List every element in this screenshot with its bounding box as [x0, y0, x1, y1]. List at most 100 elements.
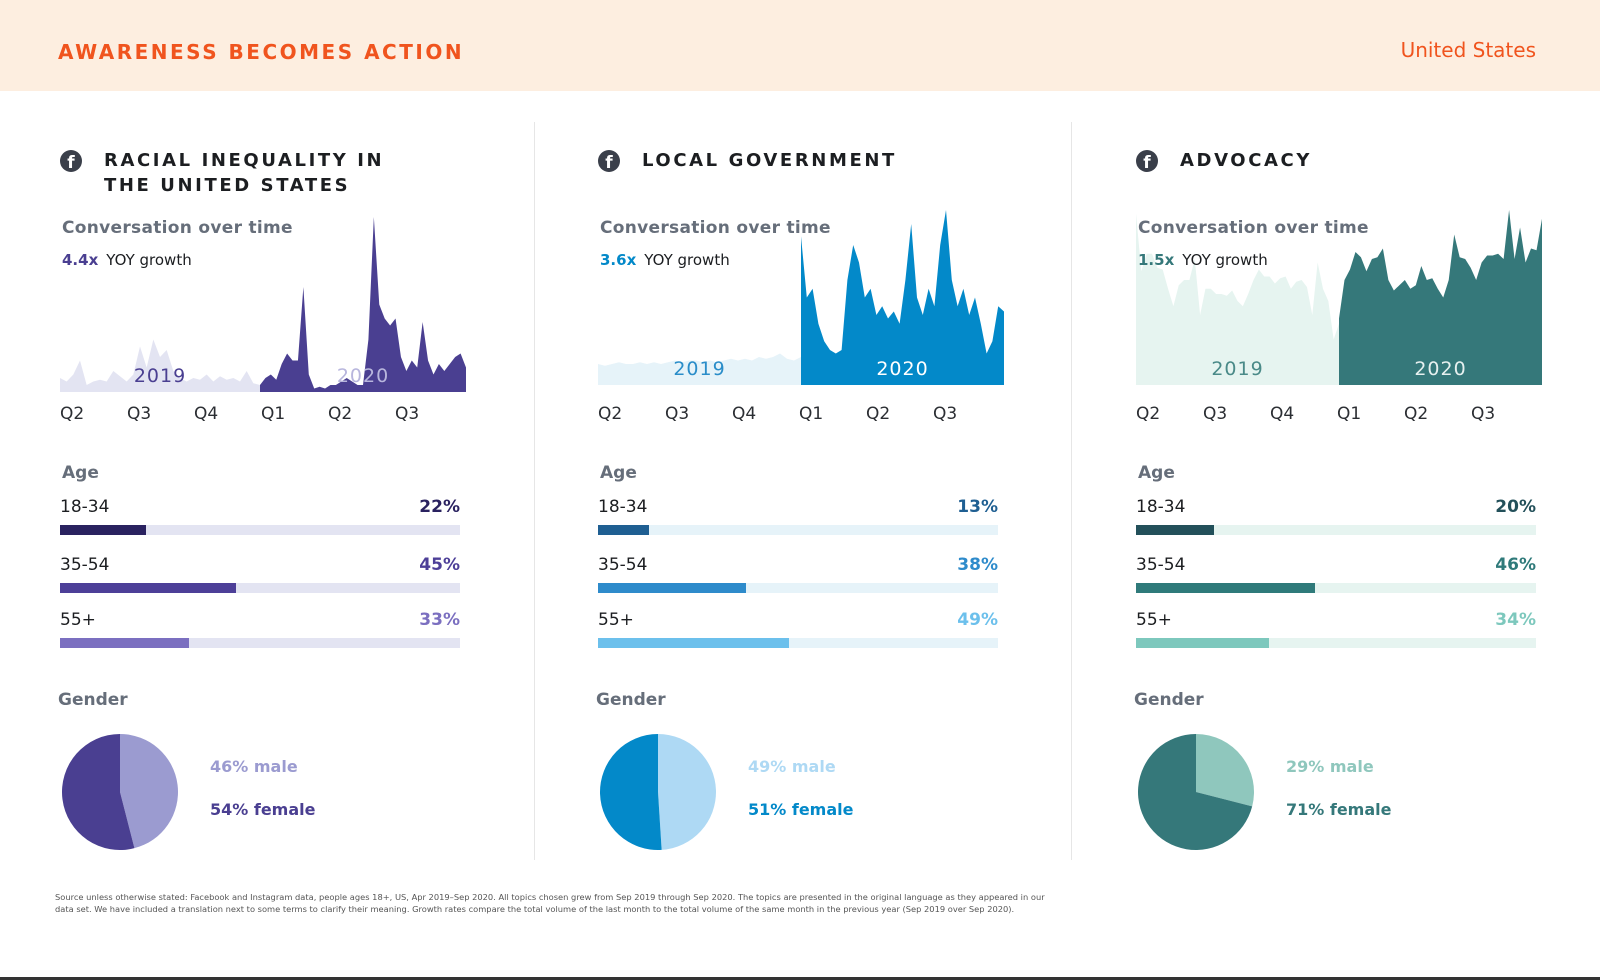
topic-title: ADVOCACY [1180, 148, 1312, 173]
age-group-label: 55+ [1136, 610, 1172, 630]
x-tick-label: Q2 [866, 404, 891, 424]
gender-pie-chart [62, 734, 178, 850]
x-tick-label: Q1 [799, 404, 824, 424]
topic-title: RACIAL INEQUALITY IN THE UNITED STATES [104, 148, 384, 198]
age-bar-track [60, 638, 460, 648]
country-label: United States [1400, 38, 1536, 62]
age-bar-track [598, 525, 998, 535]
age-bar-fill [1136, 525, 1214, 535]
x-tick-label: Q1 [261, 404, 286, 424]
pie-slice-female [1138, 734, 1253, 850]
yoy-label: YOY growth [644, 251, 730, 269]
area-2019 [60, 339, 260, 392]
x-tick-label: Q3 [665, 404, 690, 424]
topic-title-line: RACIAL INEQUALITY IN [104, 150, 385, 171]
age-bar-track [1136, 525, 1536, 535]
area-2020 [260, 217, 466, 392]
x-tick-label: Q4 [732, 404, 757, 424]
age-label: Age [1138, 463, 1175, 483]
x-axis: Q2 Q3 Q4 Q1 Q2 Q3 [1136, 404, 1542, 426]
x-tick-label: Q2 [328, 404, 353, 424]
yoy-label: YOY growth [1182, 251, 1268, 269]
column-divider [534, 122, 535, 860]
female-percent: 51% female [748, 800, 854, 819]
conversation-area-chart: 2019 2020 [1136, 205, 1542, 400]
age-bar-row: 18-34 22% [60, 497, 460, 537]
conversation-label: Conversation over time [600, 218, 831, 238]
age-group-label: 55+ [60, 610, 96, 630]
age-group-label: 55+ [598, 610, 634, 630]
area-2020 [801, 210, 1004, 385]
age-group-label: 18-34 [1136, 497, 1186, 517]
age-bar-row: 18-34 20% [1136, 497, 1536, 537]
area-2019 [1136, 213, 1339, 385]
male-percent: 29% male [1286, 757, 1374, 776]
x-tick-label: Q3 [395, 404, 420, 424]
age-percent: 49% [957, 610, 998, 630]
x-tick-label: Q1 [1337, 404, 1362, 424]
age-bar-track [598, 583, 998, 593]
topic-panel: f LOCAL GOVERNMENT 2019 2020 Conversation… [596, 0, 1066, 860]
yoy-growth: 3.6x YOY growth [600, 251, 730, 269]
x-tick-label: Q2 [60, 404, 85, 424]
yoy-growth: 1.5x YOY growth [1138, 251, 1268, 269]
pie-slice-male [658, 734, 716, 850]
age-percent: 45% [419, 555, 460, 575]
bottom-rule [0, 977, 1600, 980]
conversation-area-chart: 2019 2020 [598, 205, 1004, 400]
x-tick-label: Q4 [194, 404, 219, 424]
male-percent: 49% male [748, 757, 836, 776]
x-tick-label: Q2 [1404, 404, 1429, 424]
source-footnote: Source unless otherwise stated: Facebook… [55, 892, 1045, 914]
growth-value: 1.5x [1138, 251, 1175, 269]
gender-label: Gender [596, 690, 666, 710]
age-percent: 33% [419, 610, 460, 630]
x-axis: Q2 Q3 Q4 Q1 Q2 Q3 [60, 404, 466, 426]
age-bar-fill [60, 583, 236, 593]
yoy-growth: 4.4x YOY growth [62, 251, 192, 269]
area-2019 [598, 353, 801, 385]
age-bar-row: 55+ 34% [1136, 610, 1536, 650]
age-bar-fill [60, 525, 146, 535]
topic-panel: f RACIAL INEQUALITY IN THE UNITED STATES … [58, 0, 528, 860]
topic-panel: f ADVOCACY 2019 2020 Conversation over ti… [1134, 0, 1600, 860]
age-bar-row: 35-54 45% [60, 555, 460, 595]
age-label: Age [62, 463, 99, 483]
topic-title-line: ADVOCACY [1180, 150, 1312, 171]
growth-value: 3.6x [600, 251, 637, 269]
x-tick-label: Q2 [598, 404, 623, 424]
age-bar-row: 55+ 49% [598, 610, 998, 650]
year-label: 2020 [337, 365, 389, 387]
age-bar-fill [598, 525, 649, 535]
age-bar-fill [1136, 583, 1316, 593]
age-bar-track [1136, 583, 1536, 593]
male-percent: 46% male [210, 757, 298, 776]
age-group-label: 35-54 [60, 555, 110, 575]
age-bar-row: 55+ 33% [60, 610, 460, 650]
topic-title-line: THE UNITED STATES [104, 175, 351, 196]
age-bar-track [598, 638, 998, 648]
pie-slice-female [62, 734, 135, 850]
x-tick-label: Q3 [1203, 404, 1228, 424]
age-label: Age [600, 463, 637, 483]
x-axis: Q2 Q3 Q4 Q1 Q2 Q3 [598, 404, 1004, 426]
age-bar-track [60, 583, 460, 593]
conversation-area-chart: 2019 2020 [60, 205, 466, 400]
facebook-icon: f [60, 150, 82, 172]
age-percent: 34% [1495, 610, 1536, 630]
year-label: 2019 [673, 358, 725, 380]
gender-label: Gender [58, 690, 128, 710]
age-group-label: 35-54 [598, 555, 648, 575]
age-bar-fill [598, 638, 790, 648]
topic-title-line: LOCAL GOVERNMENT [642, 150, 897, 171]
year-label: 2019 [1211, 358, 1263, 380]
yoy-label: YOY growth [106, 251, 192, 269]
x-tick-label: Q4 [1270, 404, 1295, 424]
topic-title: LOCAL GOVERNMENT [642, 148, 897, 173]
pie-slice-male [120, 734, 178, 849]
growth-value: 4.4x [62, 251, 99, 269]
age-bar-fill [598, 583, 747, 593]
female-percent: 71% female [1286, 800, 1392, 819]
year-label: 2019 [134, 365, 186, 387]
age-bar-fill [1136, 638, 1269, 648]
